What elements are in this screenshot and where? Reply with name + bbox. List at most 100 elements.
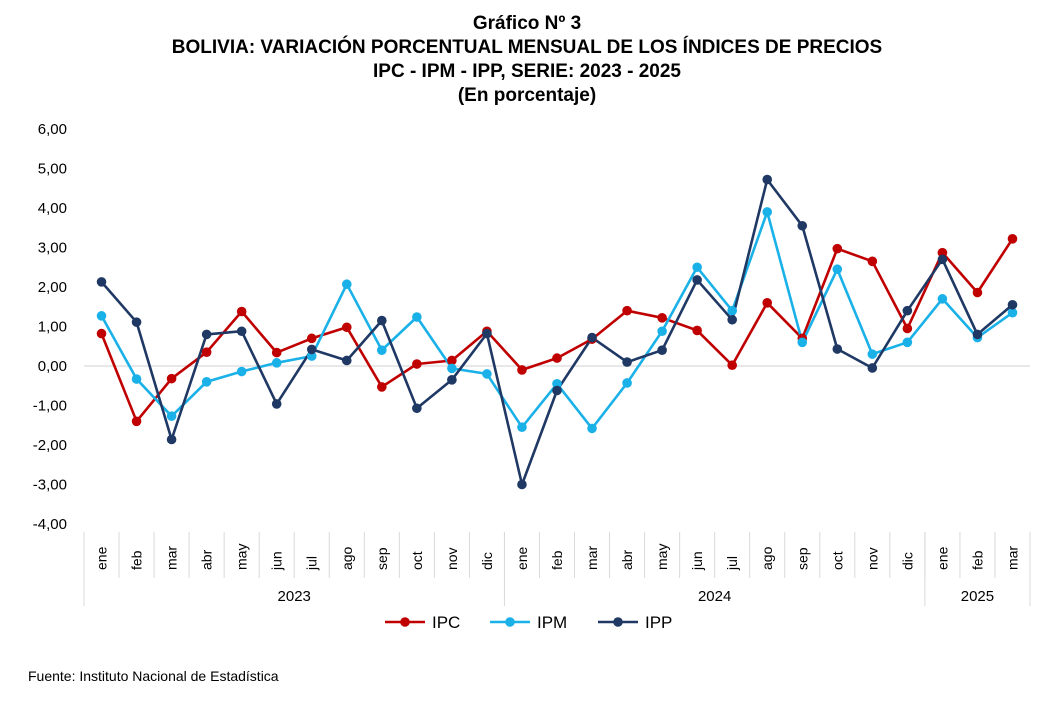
x-tick-label: ago	[759, 546, 775, 570]
chart-title-block: Gráfico Nº 3 BOLIVIA: VARIACIÓN PORCENTU…	[0, 12, 1054, 108]
data-point-ipp	[447, 375, 457, 385]
data-point-ipp	[762, 174, 773, 185]
x-tick-label: mar	[164, 546, 180, 570]
data-point-ipp	[727, 314, 737, 325]
data-point-ipp	[377, 315, 387, 326]
x-tick-label: jul	[304, 556, 320, 571]
data-point-ipc	[867, 256, 878, 267]
data-point-ipc	[341, 322, 352, 333]
x-tick-label: ene	[94, 546, 110, 570]
data-point-ipc	[236, 306, 247, 317]
data-point-ipm	[692, 262, 702, 273]
data-point-ipc	[271, 347, 282, 358]
y-tick-label: -2,00	[33, 437, 67, 454]
data-point-ipp	[201, 329, 212, 340]
data-point-ipm	[622, 378, 632, 388]
data-point-ipp	[482, 328, 492, 339]
y-tick-label: 6,00	[38, 121, 67, 138]
x-tick-label: dic	[899, 552, 915, 570]
data-point-ipc	[517, 365, 527, 375]
year-label: 2024	[698, 588, 731, 605]
data-point-ipc	[657, 313, 667, 323]
data-point-ipc	[692, 325, 702, 336]
year-label: 2025	[961, 588, 994, 605]
data-point-ipm	[201, 377, 212, 387]
data-point-ipm	[271, 358, 282, 368]
x-tick-label: ene	[514, 546, 530, 570]
x-tick-label: feb	[129, 550, 145, 570]
data-point-ipm	[867, 349, 878, 359]
data-point-ipp	[587, 332, 597, 343]
x-tick-label: nov	[864, 547, 880, 570]
data-point-ipm	[552, 378, 562, 389]
data-point-ipp	[131, 317, 142, 327]
chart-legend: IPC IPM IPP	[385, 613, 672, 632]
data-point-ipm	[306, 351, 317, 361]
data-point-ipc	[447, 355, 457, 366]
data-point-ipm	[657, 326, 667, 337]
x-tick-label: sep	[794, 547, 810, 570]
data-point-ipp	[236, 326, 247, 337]
data-point-ipm	[1007, 307, 1018, 318]
data-point-ipm	[727, 305, 737, 316]
data-point-ipm	[517, 422, 527, 433]
data-point-ipp	[341, 355, 352, 366]
data-point-ipm	[341, 279, 352, 290]
data-point-ipm	[412, 312, 422, 322]
data-point-ipp	[412, 403, 422, 414]
chart-subtitle-2: IPC - IPM - IPP, SERIE: 2023 - 2025	[373, 61, 681, 82]
data-point-ipm	[832, 264, 843, 275]
data-point-ipm	[236, 366, 247, 377]
data-point-ipp	[622, 357, 632, 367]
data-point-ipp	[517, 479, 527, 490]
data-point-ipp	[1007, 299, 1018, 310]
x-tick-label: mar	[584, 546, 600, 570]
x-tick-label: feb	[969, 550, 985, 570]
y-tick-label: -4,00	[33, 516, 67, 533]
data-point-ipm	[902, 337, 913, 348]
data-point-ipp	[797, 220, 808, 231]
data-point-ipc	[377, 382, 387, 392]
data-point-ipc	[552, 353, 562, 363]
year-label: 2023	[278, 588, 311, 605]
x-tick-label: abr	[199, 549, 215, 570]
data-point-ipp	[902, 305, 913, 316]
data-point-ipc	[727, 360, 737, 371]
data-point-ipc	[96, 328, 107, 339]
x-tick-label: may	[234, 544, 250, 570]
y-tick-label: 1,00	[38, 319, 67, 336]
x-tick-label: oct	[829, 551, 845, 570]
data-point-ipp	[271, 399, 282, 409]
y-tick-label: -1,00	[33, 398, 67, 415]
data-point-ipp	[96, 277, 107, 287]
legend-label-ipc: IPC	[432, 613, 460, 632]
x-tick-label: oct	[409, 551, 425, 570]
data-point-ipc	[131, 416, 142, 427]
data-point-ipm	[797, 337, 808, 348]
data-point-ipm	[482, 369, 492, 379]
y-tick-label: 0,00	[38, 358, 67, 375]
data-point-ipc	[972, 287, 983, 298]
data-point-ipp	[306, 344, 317, 355]
data-point-ipp	[937, 254, 948, 265]
chart-series	[96, 174, 1018, 490]
data-point-ipp	[867, 363, 878, 373]
data-point-ipp	[657, 345, 667, 356]
data-point-ipp	[166, 434, 177, 445]
data-point-ipm	[166, 411, 177, 421]
data-point-ipc	[902, 323, 913, 334]
data-point-ipc	[306, 333, 317, 344]
data-point-ipm	[937, 294, 948, 304]
y-tick-label: 5,00	[38, 161, 67, 178]
data-point-ipc	[937, 247, 948, 258]
x-tick-label: abr	[619, 549, 635, 570]
x-tick-label: jun	[269, 551, 285, 571]
x-tick-label: nov	[444, 547, 460, 570]
chart-subtitle-1: BOLIVIA: VARIACIÓN PORCENTUAL MENSUAL DE…	[171, 37, 883, 58]
y-tick-label: -3,00	[33, 477, 67, 494]
y-tick-label: 2,00	[38, 279, 67, 296]
data-point-ipm	[131, 374, 142, 384]
legend-label-ipp: IPP	[645, 613, 672, 632]
data-point-ipm	[96, 311, 107, 321]
chart-axes: 6,00 5,00 4,00 3,00 2,00 1,00 0,00 -1,00 -2,00 -3…	[33, 121, 1031, 606]
